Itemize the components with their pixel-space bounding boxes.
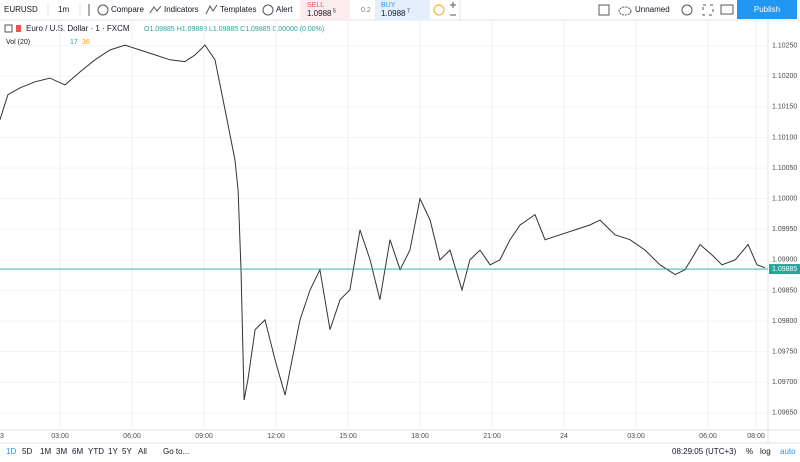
checkbox[interactable]: [598, 4, 610, 16]
publish-button[interactable]: [737, 0, 797, 19]
y-tick-label: 1.09750: [772, 349, 797, 356]
snapshot-icon[interactable]: [720, 4, 734, 15]
volume-ma: 36: [82, 39, 90, 46]
templates-icon[interactable]: [205, 4, 218, 15]
x-tick-label: 12:00: [267, 433, 285, 440]
goto-button[interactable]: Go to...: [163, 447, 189, 456]
period-buttons: 1D 5D 1M 3M 6M YTD 1Y 5Y All: [6, 447, 147, 456]
sell-button[interactable]: [300, 0, 350, 20]
period-button[interactable]: 5Y: [122, 447, 132, 456]
indicators-icon[interactable]: [149, 5, 162, 14]
price-line: [0, 44, 766, 401]
period-button[interactable]: All: [138, 447, 147, 456]
buy-pip: 7: [407, 8, 410, 14]
x-tick-label: 3: [0, 433, 4, 440]
buy-price: 1.0988: [381, 9, 406, 18]
compare-button[interactable]: Compare: [111, 5, 144, 14]
x-tick-label: 03:00: [627, 433, 645, 440]
sell-price: 1.0988: [307, 9, 332, 18]
x-tick-label: 09:00: [195, 433, 213, 440]
publish-label: Publish: [754, 5, 780, 14]
sell-label: SELL: [307, 2, 324, 9]
y-tick-label: 1.10150: [772, 104, 797, 111]
spread: 0.2: [361, 7, 371, 14]
period-button[interactable]: 1D: [6, 447, 16, 456]
layout-name[interactable]: Unnamed: [635, 5, 670, 14]
y-tick-label: 1.10100: [772, 134, 797, 141]
settings-icon[interactable]: [681, 4, 693, 16]
period-button[interactable]: 1M: [40, 447, 51, 456]
symbol[interactable]: EURUSD: [4, 5, 38, 14]
period-button[interactable]: 1Y: [108, 447, 118, 456]
y-tick-label: 1.09900: [772, 257, 797, 264]
period-button[interactable]: 3M: [56, 447, 67, 456]
x-tick-label: 03:00: [51, 433, 69, 440]
alert-icon[interactable]: [262, 4, 274, 16]
plot: 1.09885: [0, 44, 800, 401]
grid: 1.09650 1.09700 1.09750 1.09800 1.09850 1.099…: [0, 20, 797, 440]
x-tick-label: 06:00: [699, 433, 717, 440]
templates-button[interactable]: Templates: [220, 5, 256, 14]
series-name: Euro / U.S. Dollar · 1 · FXCM: [26, 24, 130, 33]
clock: 08:29:05 (UTC+3): [672, 447, 737, 456]
last-price-label: 1.09885: [772, 266, 797, 273]
fullscreen-icon[interactable]: [702, 4, 714, 16]
log-toggle[interactable]: log: [760, 447, 771, 456]
y-tick-label: 1.09650: [772, 410, 797, 417]
indicators-button[interactable]: Indicators: [164, 5, 199, 14]
collapse-icon[interactable]: [4, 24, 13, 33]
plus-minus-icon[interactable]: [450, 2, 456, 16]
x-tick-label: 08:00: [747, 433, 765, 440]
x-tick-label: 15:00: [339, 433, 357, 440]
period-button[interactable]: 6M: [72, 447, 83, 456]
compare-icon[interactable]: [97, 4, 109, 16]
interval[interactable]: 1m: [58, 5, 69, 14]
period-button[interactable]: YTD: [88, 447, 104, 456]
y-tick-label: 1.10050: [772, 165, 797, 172]
y-tick-label: 1.09950: [772, 226, 797, 233]
sell-pip: 5: [333, 8, 336, 14]
info-icon[interactable]: [433, 4, 445, 16]
volume-value: 17: [70, 39, 78, 46]
symbol-icon: [16, 25, 21, 32]
y-tick-label: 1.10250: [772, 43, 797, 50]
period-button[interactable]: 5D: [22, 447, 32, 456]
ohlc-values: O1.09885 H1.09888 L1.09885 C1.09885 0.00…: [144, 26, 324, 33]
buy-label: BUY: [381, 2, 396, 9]
y-tick-label: 1.09850: [772, 287, 797, 294]
x-tick-label: 24: [560, 433, 568, 440]
x-tick-label: 18:00: [411, 433, 429, 440]
x-tick-label: 06:00: [123, 433, 141, 440]
x-tick-label: 21:00: [483, 433, 501, 440]
last-price-box: [769, 264, 800, 275]
cloud-icon[interactable]: [618, 6, 632, 16]
volume-name: Vol (20): [6, 39, 30, 46]
y-tick-label: 1.09700: [772, 379, 797, 386]
y-tick-label: 1.10000: [772, 196, 797, 203]
percent-toggle[interactable]: %: [746, 447, 753, 456]
y-tick-label: 1.09800: [772, 318, 797, 325]
alert-button[interactable]: Alert: [276, 5, 293, 14]
auto-toggle[interactable]: auto: [780, 447, 796, 456]
y-tick-label: 1.10200: [772, 73, 797, 80]
buy-button[interactable]: [375, 0, 430, 20]
